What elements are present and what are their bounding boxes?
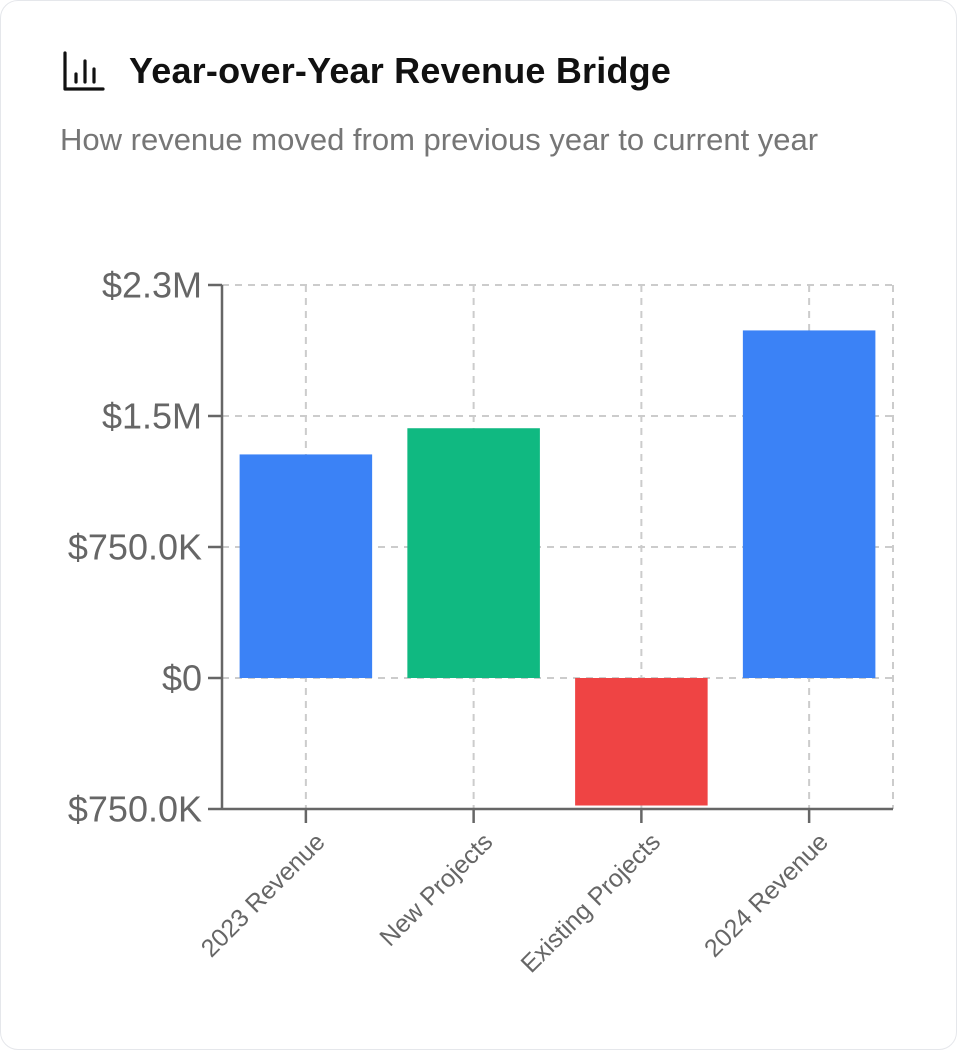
chart-subtitle: How revenue moved from previous year to … <box>60 122 819 157</box>
x-tick-label: 2024 Revenue <box>699 828 834 963</box>
bar-layer <box>239 330 876 806</box>
y-tick-label: $2.3M <box>102 265 202 306</box>
bar-chart-icon <box>61 49 105 93</box>
chart-title: Year-over-Year Revenue Bridge <box>129 50 672 91</box>
y-tick-label: $1.5M <box>102 396 202 437</box>
bar-existing-projects <box>575 678 708 806</box>
x-tick-label: New Projects <box>374 828 498 952</box>
y-tick-label: $0 <box>162 658 202 699</box>
x-tick-label: 2023 Revenue <box>196 828 331 963</box>
bar-new-projects <box>407 428 540 678</box>
y-tick-label: $750.0K <box>68 789 202 830</box>
bar-2024-revenue <box>742 330 876 678</box>
bar-2023-revenue <box>239 454 373 678</box>
y-tick-label: $750.0K <box>68 527 202 568</box>
x-tick-label: Existing Projects <box>516 828 666 978</box>
chart-header: Year-over-Year Revenue Bridge <box>61 49 671 93</box>
